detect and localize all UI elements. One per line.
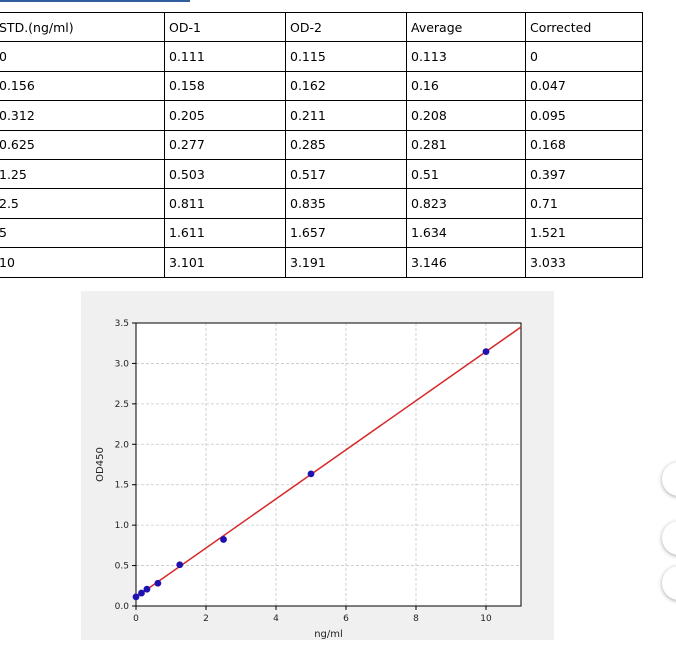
table-cell: 0.51 bbox=[406, 158, 526, 190]
table-row: 1.25 0.503 0.517 0.51 0.397 bbox=[0, 158, 643, 190]
table-cell: 1.611 bbox=[164, 217, 286, 249]
table-cell: 3.146 bbox=[406, 247, 526, 278]
y-tick-label: 3.0 bbox=[115, 359, 130, 369]
y-tick-label: 1.0 bbox=[115, 521, 130, 531]
y-axis-label: OD450 bbox=[95, 447, 106, 482]
table-cell: 0.211 bbox=[285, 100, 407, 131]
data-point bbox=[143, 585, 151, 593]
data-point bbox=[482, 348, 490, 356]
data-point bbox=[176, 561, 184, 569]
table-cell: 0.158 bbox=[164, 70, 286, 102]
table-cell: 3.033 bbox=[525, 247, 643, 278]
chart-svg: 0 2 4 6 8 10 0.0 0.5 1.0 1.5 2.0 2.5 3.0 3.5 ng/ml OD45… bbox=[95, 319, 522, 640]
table-cell: 0.115 bbox=[285, 41, 407, 72]
table-cell: 0.047 bbox=[525, 70, 643, 102]
table-cell: 0.281 bbox=[406, 129, 526, 160]
table-header-cell: OD-2 bbox=[285, 11, 407, 43]
table-cell: 3.191 bbox=[285, 247, 407, 278]
table-cell: 0.113 bbox=[406, 41, 526, 72]
x-tick-label: 8 bbox=[413, 614, 419, 624]
table-cell: 2.5 bbox=[0, 188, 165, 219]
data-point bbox=[138, 589, 145, 597]
y-tick-label: 3.5 bbox=[115, 319, 129, 329]
x-tick-label: 4 bbox=[273, 614, 279, 624]
plot-frame bbox=[135, 322, 522, 607]
top-link-underline[interactable] bbox=[0, 0, 190, 2]
table-cell: 0.156 bbox=[0, 70, 165, 102]
y-tick-label: 2.0 bbox=[115, 440, 130, 450]
data-point bbox=[220, 536, 227, 543]
data-point bbox=[154, 579, 162, 587]
table-cell: 0.111 bbox=[164, 41, 286, 72]
standard-curve-chart: 0 2 4 6 8 10 0.0 0.5 1.0 1.5 2.0 2.5 3.0 3.5 ng/ml OD45… bbox=[81, 291, 554, 640]
table-cell: 0.835 bbox=[285, 188, 407, 219]
table-row: 2.5 0.811 0.835 0.823 0.71 bbox=[0, 188, 643, 219]
table-cell: 0.285 bbox=[285, 129, 407, 160]
table-cell: 1.657 bbox=[285, 217, 407, 249]
x-tick-label: 2 bbox=[203, 614, 209, 624]
x-tick-label: 10 bbox=[480, 614, 492, 624]
table-row: 10 3.101 3.191 3.146 3.033 bbox=[0, 247, 643, 278]
table-cell: 3.101 bbox=[164, 247, 286, 278]
table-row: 0.625 0.277 0.285 0.281 0.168 bbox=[0, 129, 643, 160]
zoom-out-button[interactable]: − bbox=[662, 521, 676, 555]
y-tick-label: 0.5 bbox=[115, 562, 129, 572]
table-row: 0 0.111 0.115 0.113 0 bbox=[0, 41, 643, 72]
table-row: 0.312 0.205 0.211 0.208 0.095 bbox=[0, 100, 643, 131]
table-cell: 5 bbox=[0, 217, 165, 249]
table-cell: 0.095 bbox=[525, 100, 643, 131]
table-cell: 0.823 bbox=[406, 188, 526, 219]
y-tick-label: 1.5 bbox=[115, 481, 129, 491]
table-cell: 0.811 bbox=[164, 188, 286, 219]
collapse-button[interactable]: − bbox=[662, 566, 676, 600]
fit-line bbox=[135, 326, 522, 598]
table-cell: 0.205 bbox=[164, 100, 286, 131]
table-cell: 1.521 bbox=[525, 217, 643, 249]
table-header-cell: STD.(ng/ml) bbox=[0, 11, 165, 43]
table-cell: 1.634 bbox=[406, 217, 526, 249]
table-cell: 0.517 bbox=[285, 158, 407, 190]
table-header-row: STD.(ng/ml) OD-1 OD-2 Average Corrected bbox=[0, 11, 643, 43]
table-cell: 0 bbox=[525, 41, 643, 72]
table-cell: 0.397 bbox=[525, 158, 643, 190]
table-cell: 0.168 bbox=[525, 129, 643, 160]
table-cell: 0.503 bbox=[164, 158, 286, 190]
y-tick-label: 2.5 bbox=[115, 400, 129, 410]
table-cell: 0.162 bbox=[285, 70, 407, 102]
table-header-cell: OD-1 bbox=[164, 11, 286, 43]
table-cell: 1.25 bbox=[0, 158, 165, 190]
table-cell: 0.16 bbox=[406, 70, 526, 102]
table-cell: 0.208 bbox=[406, 100, 526, 131]
data-point bbox=[307, 470, 315, 478]
x-axis-label: ng/ml bbox=[314, 629, 343, 640]
x-tick-label: 6 bbox=[343, 614, 349, 624]
table-cell: 0.71 bbox=[525, 188, 643, 219]
table-header-cell: Average bbox=[406, 11, 526, 43]
table-cell: 10 bbox=[0, 247, 165, 278]
table-row: 0.156 0.158 0.162 0.16 0.047 bbox=[0, 70, 643, 102]
table-row: 5 1.611 1.657 1.634 1.521 bbox=[0, 217, 643, 249]
x-tick-label: 0 bbox=[133, 614, 139, 624]
table-cell: 0.312 bbox=[0, 100, 165, 131]
zoom-in-button[interactable]: + bbox=[662, 462, 676, 496]
table-cell: 0.277 bbox=[164, 129, 286, 160]
data-point bbox=[132, 593, 140, 601]
standard-curve-table: STD.(ng/ml) OD-1 OD-2 Average Corrected 0 0.11… bbox=[0, 11, 643, 278]
y-tick-label: 0.0 bbox=[115, 602, 130, 612]
table-header-cell: Corrected bbox=[525, 11, 643, 43]
table-cell: 0 bbox=[0, 41, 165, 72]
plot-area bbox=[136, 323, 521, 606]
table-cell: 0.625 bbox=[0, 129, 165, 160]
